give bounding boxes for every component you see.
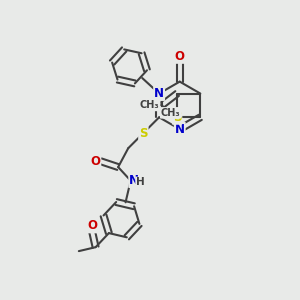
Text: N: N [129,174,139,187]
Text: O: O [175,50,185,63]
Text: H: H [136,177,145,187]
Text: O: O [87,219,97,232]
Text: N: N [175,123,185,136]
Text: S: S [173,111,182,124]
Text: O: O [90,155,100,168]
Text: CH₃: CH₃ [161,108,180,118]
Text: CH₃: CH₃ [140,100,160,110]
Text: S: S [139,127,148,140]
Text: N: N [154,87,164,100]
